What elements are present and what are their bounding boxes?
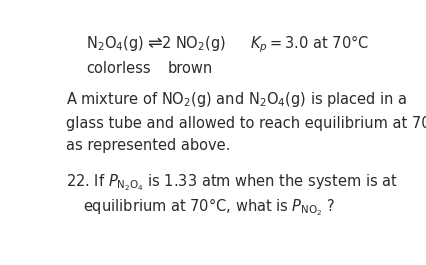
Text: brown: brown (167, 61, 213, 76)
Text: $\mathrm{2\ NO_2(g)}$: $\mathrm{2\ NO_2(g)}$ (161, 34, 225, 53)
Text: 22. If $P_{\mathrm{N_2O_4}}$ is 1.33 atm when the system is at: 22. If $P_{\mathrm{N_2O_4}}$ is 1.33 atm… (66, 173, 398, 193)
Text: glass tube and allowed to reach equilibrium at 70°C,: glass tube and allowed to reach equilibr… (66, 116, 426, 131)
Text: $\rightleftharpoons$: $\rightleftharpoons$ (144, 34, 163, 52)
Text: as represented above.: as represented above. (66, 138, 231, 153)
Text: $K_p = \mathrm{3.0\ at\ 70°C}$: $K_p = \mathrm{3.0\ at\ 70°C}$ (250, 33, 369, 55)
Text: equilibrium at 70°C, what is $P_{\mathrm{NO_2}}$ ?: equilibrium at 70°C, what is $P_{\mathrm… (83, 196, 335, 218)
Text: colorless: colorless (86, 61, 151, 76)
Text: A mixture of $\mathrm{NO_2(g)}$ and $\mathrm{N_2O_4(g)}$ is placed in a: A mixture of $\mathrm{NO_2(g)}$ and $\ma… (66, 90, 408, 109)
Text: $\mathrm{N_2O_4(g)}$: $\mathrm{N_2O_4(g)}$ (86, 34, 144, 53)
